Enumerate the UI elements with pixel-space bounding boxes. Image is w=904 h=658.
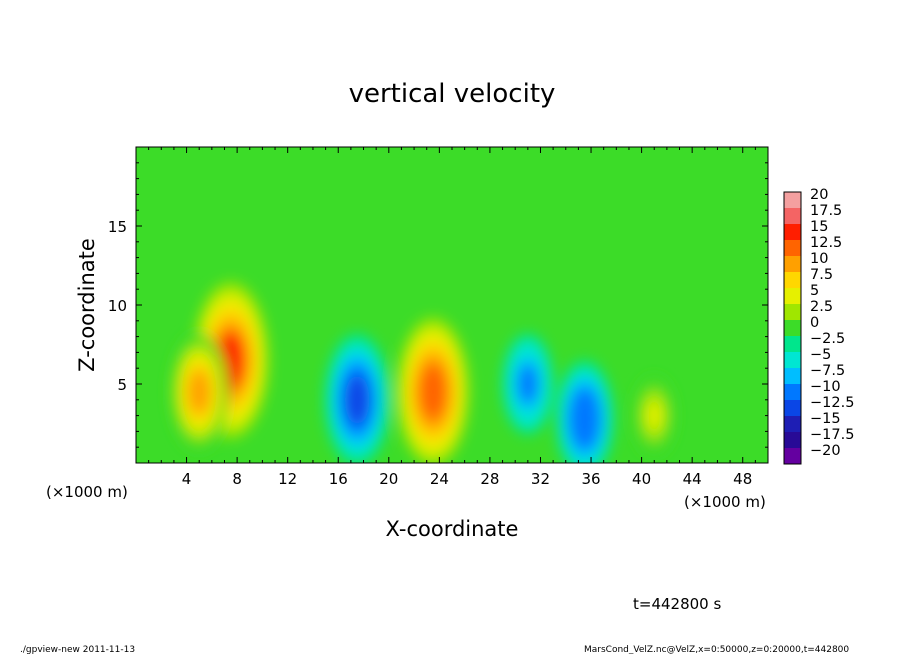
x-tick-label: 4 [182, 470, 192, 488]
chart-title: vertical velocity [349, 79, 556, 109]
colorbar-swatch [784, 272, 801, 289]
x-tick-label: 20 [379, 470, 398, 488]
colorbar-swatch [784, 400, 801, 417]
x-unit-left: (×1000 m) [46, 483, 128, 501]
field-contour [344, 374, 370, 425]
colorbar-swatch [784, 384, 801, 401]
x-tick-label: 44 [683, 470, 702, 488]
time-label: t=442800 s [633, 595, 721, 613]
colorbar-label: 0 [810, 315, 819, 331]
colorbar-swatch [784, 240, 801, 257]
colorbar-label: −2.5 [810, 331, 845, 347]
x-tick-label: 36 [581, 470, 600, 488]
colorbar-swatch [784, 432, 801, 449]
field-feature-downdraft [555, 360, 614, 463]
colorbar-swatch [784, 336, 801, 353]
colorbar-label: −20 [810, 443, 841, 459]
field-contour [518, 364, 538, 404]
colorbar-label: −17.5 [810, 427, 854, 443]
colorbar-label: 5 [810, 283, 819, 299]
colorbar-swatch [784, 208, 801, 225]
colorbar-swatch [784, 352, 801, 369]
y-tick-label: 5 [117, 376, 127, 394]
y-tick-label: 10 [108, 297, 127, 315]
y-tick-label: 15 [108, 218, 127, 236]
field-contour [188, 369, 211, 414]
field-feature-updraft [396, 317, 470, 463]
colorbar-swatch [784, 288, 801, 305]
footer-left: ./gpview-new 2011-11-13 [20, 645, 135, 654]
colorbar-swatch [784, 192, 801, 209]
colorbar-label: 2.5 [810, 299, 833, 315]
colorbar-label: 12.5 [810, 235, 842, 251]
colorbar-label: −7.5 [810, 363, 845, 379]
colorbar-swatch [784, 416, 801, 433]
y-axis-label: Z-coordinate [75, 238, 99, 372]
colorbar-label: −10 [810, 379, 841, 395]
field-contour [646, 401, 662, 431]
colorbar-label: 17.5 [810, 203, 842, 219]
field-feature-downdraft [324, 333, 390, 463]
colorbar-swatch [784, 304, 801, 321]
field-contour [419, 363, 447, 420]
colorbar-swatch [784, 448, 801, 465]
x-tick-label: 40 [632, 470, 651, 488]
x-tick-label: 8 [232, 470, 242, 488]
colorbar-swatch [784, 320, 801, 337]
x-tick-label: 48 [733, 470, 752, 488]
colorbar-swatch [784, 256, 801, 273]
plot-area [136, 147, 768, 463]
field-contour [573, 396, 596, 441]
field-feature-updraft [170, 333, 229, 451]
field-feature-updraft [634, 376, 675, 455]
x-unit-right: (×1000 m) [684, 493, 766, 511]
colorbar-swatch [784, 368, 801, 385]
x-tick-label: 16 [329, 470, 348, 488]
x-tick-label: 24 [430, 470, 449, 488]
colorbar-label: 15 [810, 219, 828, 235]
footer-right: MarsCond_VelZ.nc@VelZ,x=0:50000,z=0:2000… [584, 645, 849, 654]
colorbar-label: −15 [810, 411, 841, 427]
x-tick-label: 28 [480, 470, 499, 488]
field-feature-downdraft [502, 333, 554, 435]
colorbar-frame [783, 191, 802, 465]
x-tick-label: 12 [278, 470, 297, 488]
x-axis-label: X-coordinate [386, 517, 519, 541]
colorbar-label: −5 [810, 347, 831, 363]
colorbar-label: −12.5 [810, 395, 854, 411]
colorbar: 2017.51512.5107.552.50−2.5−5−7.5−10−12.5… [783, 187, 854, 465]
y-axis: 5 10 15 [108, 162, 768, 448]
colorbar-label: 7.5 [810, 267, 833, 283]
x-tick-label: 32 [531, 470, 550, 488]
colorbar-label: 20 [810, 187, 828, 203]
colorbar-label: 10 [810, 251, 828, 267]
x-axis: 4 8 12 16 20 24 28 32 36 40 44 48 [148, 147, 756, 488]
colorbar-swatch [784, 224, 801, 241]
